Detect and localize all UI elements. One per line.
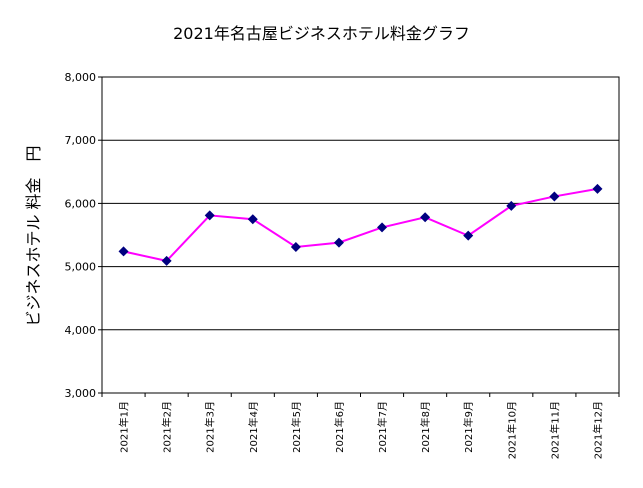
y-tick-labels: 3,000 4,000 5,000 6,000 7,000 8,000 bbox=[65, 71, 102, 400]
x-tick-label: 2021年11月 bbox=[548, 401, 561, 459]
x-tick-label: 2021年2月 bbox=[161, 401, 174, 453]
data-point-marker bbox=[592, 183, 603, 194]
x-tick-labels: 2021年1月 2021年2月 2021年3月 2021年4月 2021年5月 2021年… bbox=[101, 393, 620, 459]
data-point-marker bbox=[463, 230, 474, 241]
data-point-marker bbox=[204, 210, 215, 221]
data-point-marker bbox=[377, 222, 388, 233]
data-point-marker bbox=[549, 191, 560, 202]
x-tick-label: 2021年5月 bbox=[290, 401, 303, 453]
x-tick-label: 2021年1月 bbox=[118, 401, 131, 453]
x-tick-label: 2021年9月 bbox=[462, 401, 475, 453]
data-point-marker bbox=[333, 237, 344, 248]
y-tick-label: 4,000 bbox=[65, 324, 97, 337]
y-tick-label: 6,000 bbox=[65, 197, 97, 210]
x-tick-label: 2021年8月 bbox=[419, 401, 432, 453]
y-tick-label: 7,000 bbox=[65, 134, 97, 147]
data-point-marker bbox=[290, 242, 301, 253]
x-tick-label: 2021年4月 bbox=[247, 401, 260, 453]
y-tick-label: 3,000 bbox=[65, 387, 97, 400]
x-tick-label: 2021年3月 bbox=[204, 401, 217, 453]
x-tick-label: 2021年6月 bbox=[333, 401, 346, 453]
data-points bbox=[118, 183, 603, 266]
data-point-marker bbox=[506, 200, 517, 211]
data-point-marker bbox=[420, 212, 431, 223]
x-tick-label: 2021年7月 bbox=[376, 401, 389, 453]
y-tick-label: 8,000 bbox=[65, 71, 97, 84]
data-point-marker bbox=[247, 214, 258, 225]
series-line bbox=[123, 187, 598, 263]
y-tick-label: 5,000 bbox=[65, 261, 97, 274]
x-tick-label: 2021年12月 bbox=[591, 401, 604, 459]
data-point-marker bbox=[118, 246, 129, 257]
data-point-marker bbox=[161, 255, 172, 266]
chart-title: 2021年名古屋ビジネスホテル料金グラフ bbox=[173, 24, 470, 43]
gridlines bbox=[102, 139, 619, 331]
x-tick-label: 2021年10月 bbox=[505, 401, 518, 459]
